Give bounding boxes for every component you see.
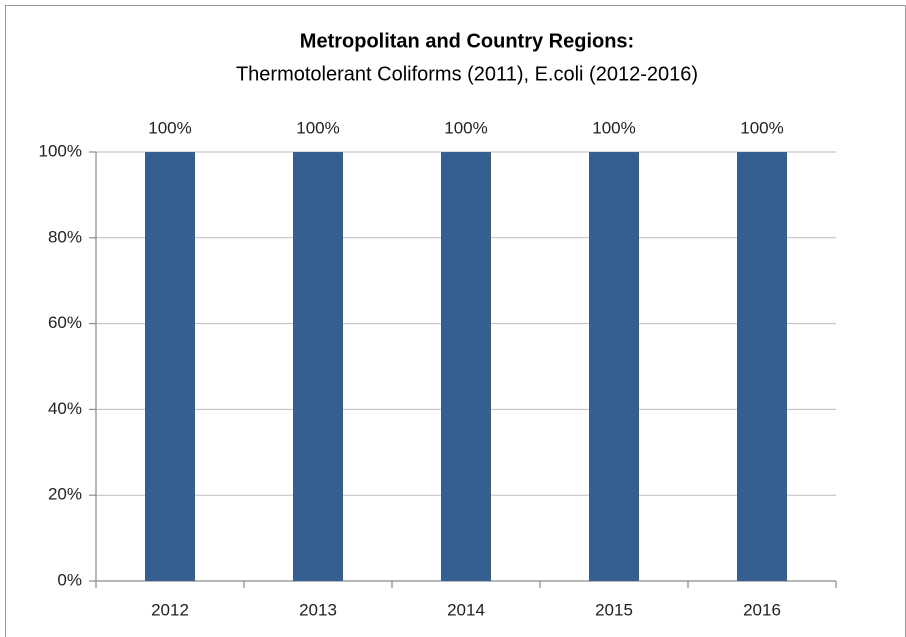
bar <box>737 152 787 581</box>
y-tick-label: 80% <box>48 227 82 246</box>
data-label: 100% <box>444 118 487 137</box>
x-tick-label: 2012 <box>151 600 189 619</box>
chart-subtitle: Thermotolerant Coliforms (2011), E.coli … <box>236 63 698 85</box>
data-label: 100% <box>296 118 339 137</box>
chart-title: Metropolitan and Country Regions: <box>300 30 634 52</box>
data-label: 100% <box>148 118 191 137</box>
bar <box>589 152 639 581</box>
x-tick-label: 2016 <box>743 600 781 619</box>
bar <box>441 152 491 581</box>
y-tick-label: 60% <box>48 313 82 332</box>
data-label: 100% <box>592 118 635 137</box>
x-tick-label: 2013 <box>299 600 337 619</box>
y-tick-label: 40% <box>48 399 82 418</box>
y-tick-label: 100% <box>39 141 82 160</box>
data-label: 100% <box>740 118 783 137</box>
bar <box>145 152 195 581</box>
y-tick-label: 20% <box>48 485 82 504</box>
y-tick-label: 0% <box>57 570 82 589</box>
bar <box>293 152 343 581</box>
x-tick-label: 2015 <box>595 600 633 619</box>
x-tick-label: 2014 <box>447 600 485 619</box>
